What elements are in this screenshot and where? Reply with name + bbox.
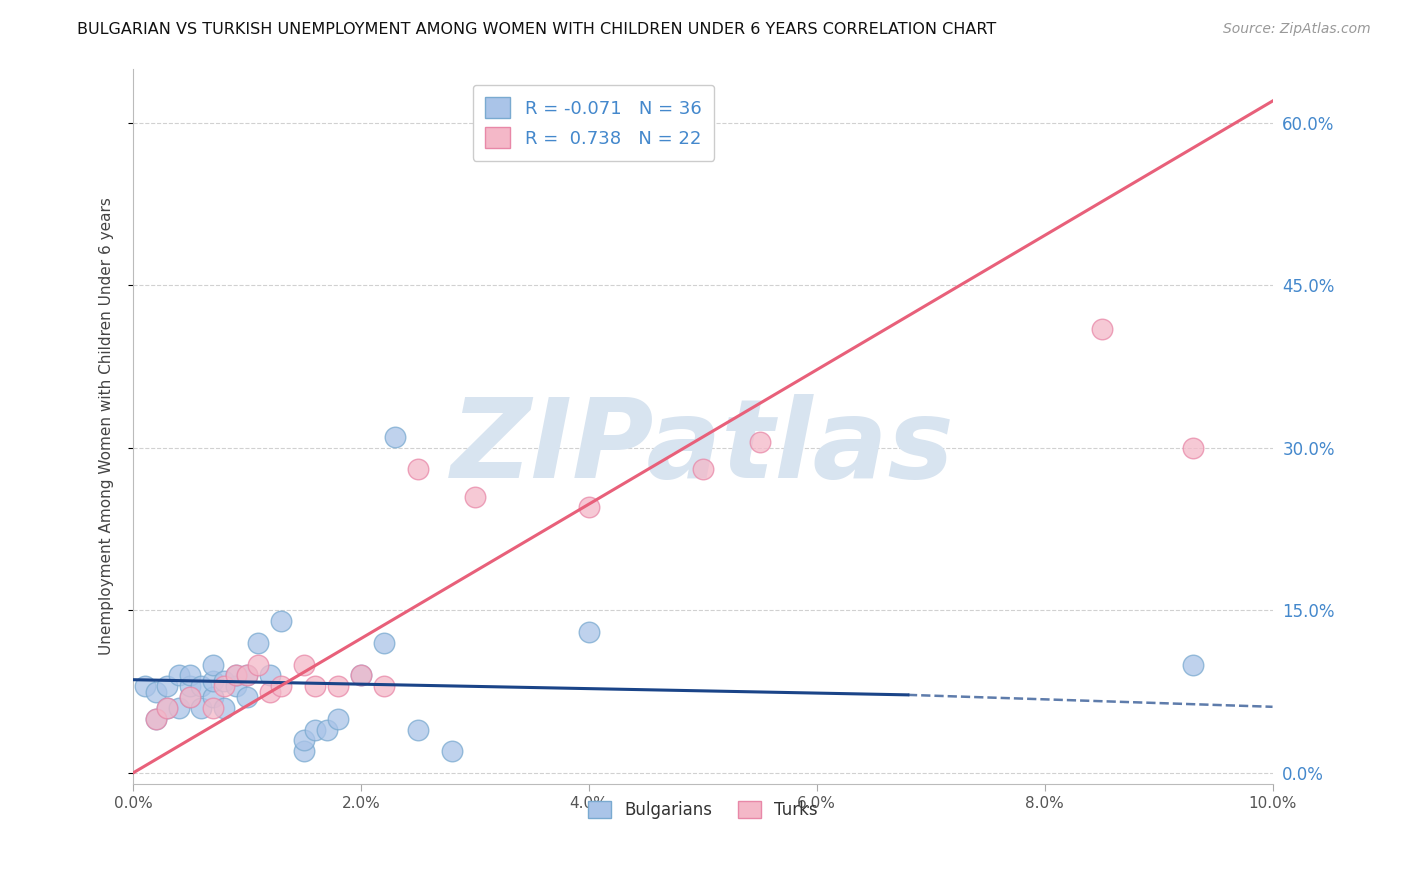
Point: [1181, 441, 1204, 455]
Y-axis label: Unemployment Among Women with Children Under 6 years: Unemployment Among Women with Children U…: [100, 197, 114, 655]
Point: [145, 712, 167, 726]
Point: [350, 668, 373, 682]
Point: [1181, 657, 1204, 672]
Point: [167, 701, 190, 715]
Point: [292, 744, 315, 758]
Point: [270, 679, 292, 693]
Point: [315, 723, 337, 737]
Point: [328, 679, 350, 693]
Point: [247, 657, 270, 672]
Point: [270, 614, 292, 628]
Point: [373, 679, 395, 693]
Point: [179, 690, 201, 704]
Point: [236, 690, 259, 704]
Point: [692, 462, 714, 476]
Point: [236, 668, 259, 682]
Point: [578, 500, 600, 515]
Point: [350, 668, 373, 682]
Point: [236, 668, 259, 682]
Point: [156, 701, 179, 715]
Point: [214, 673, 236, 688]
Point: [225, 679, 247, 693]
Point: [179, 668, 201, 682]
Point: [464, 490, 486, 504]
Point: [190, 701, 212, 715]
Point: [167, 668, 190, 682]
Point: [304, 679, 326, 693]
Point: [292, 733, 315, 747]
Point: [225, 668, 247, 682]
Point: [179, 679, 201, 693]
Point: [406, 462, 429, 476]
Point: [441, 744, 464, 758]
Point: [179, 690, 201, 704]
Point: [201, 701, 224, 715]
Point: [190, 679, 212, 693]
Point: [578, 625, 600, 640]
Point: [225, 668, 247, 682]
Point: [156, 701, 179, 715]
Point: [201, 690, 224, 704]
Text: ZIPatlas: ZIPatlas: [451, 394, 955, 501]
Point: [748, 435, 770, 450]
Legend: Bulgarians, Turks: Bulgarians, Turks: [581, 794, 824, 825]
Point: [145, 684, 167, 698]
Point: [201, 673, 224, 688]
Point: [406, 723, 429, 737]
Text: BULGARIAN VS TURKISH UNEMPLOYMENT AMONG WOMEN WITH CHILDREN UNDER 6 YEARS CORREL: BULGARIAN VS TURKISH UNEMPLOYMENT AMONG …: [77, 22, 997, 37]
Point: [214, 679, 236, 693]
Point: [134, 679, 156, 693]
Point: [201, 657, 224, 672]
Point: [1091, 321, 1114, 335]
Point: [373, 636, 395, 650]
Point: [259, 668, 281, 682]
Point: [292, 657, 315, 672]
Point: [328, 712, 350, 726]
Point: [304, 723, 326, 737]
Point: [145, 712, 167, 726]
Point: [259, 684, 281, 698]
Point: [156, 679, 179, 693]
Point: [247, 636, 270, 650]
Text: Source: ZipAtlas.com: Source: ZipAtlas.com: [1223, 22, 1371, 37]
Point: [214, 701, 236, 715]
Point: [384, 430, 406, 444]
